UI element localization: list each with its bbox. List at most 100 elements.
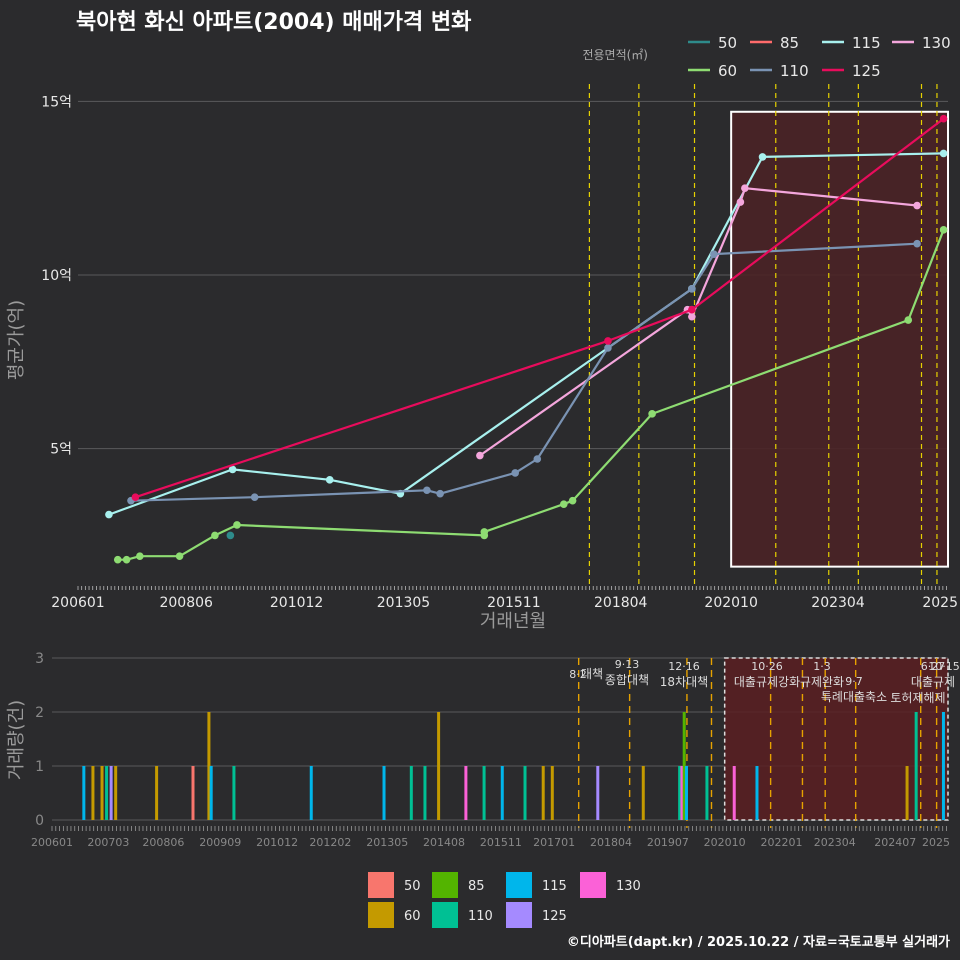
data-point-50: [226, 531, 235, 540]
volume-highlight-box: [723, 657, 949, 821]
series-line-125: [135, 117, 945, 499]
volume-x-tick-label: 200703: [87, 836, 129, 849]
legend-label-115: 115: [852, 34, 881, 52]
highlight-box: [730, 110, 949, 568]
annotation-label: 토허제해제: [890, 691, 945, 705]
volume-bar-110: [232, 766, 236, 820]
volume-bar-115: [755, 766, 759, 820]
data-point-115: [228, 465, 237, 474]
data-point-60: [233, 521, 241, 529]
volume-y-tick-label: 3: [35, 651, 44, 667]
data-point-110: [436, 489, 444, 498]
volume-bar-115: [209, 766, 213, 820]
data-point-60: [136, 552, 144, 561]
volume-bar-60: [100, 766, 104, 820]
legend-label-50: 50: [718, 34, 737, 52]
volume-bar-110: [482, 766, 486, 820]
data-point-130: [476, 451, 484, 460]
footer-credit: ©디아파트(dapt.kr) / 2025.10.22 / 자료=국토교통부 실…: [567, 934, 950, 950]
data-point-60: [904, 316, 913, 324]
annotation-label: 특례대출축소: [821, 690, 887, 704]
volume-bar-60: [155, 766, 159, 820]
volume-bar-60: [641, 766, 645, 820]
data-point-130: [736, 198, 745, 206]
volume-bar-60: [905, 766, 909, 820]
volume-y-tick-label: 1: [35, 759, 44, 775]
y-tick-label: 15억: [41, 94, 72, 110]
x-tick-label: 201511: [487, 595, 540, 611]
data-point-110: [710, 250, 718, 258]
x-tick-label: 200601: [51, 595, 104, 611]
volume-bar-115: [309, 766, 313, 820]
volume-legend-key-125: [506, 902, 532, 928]
x-tick-label: 200806: [159, 595, 213, 611]
volume-bar-60: [207, 712, 211, 820]
volume-legend-key-130: [580, 872, 606, 898]
annotation-date: 6·27: [921, 660, 946, 673]
data-point-130: [688, 312, 696, 321]
volume-x-tick-label: 201907: [647, 836, 689, 849]
volume-bar-115: [382, 766, 386, 820]
volume-x-tick-label: 200601: [31, 836, 73, 849]
volume-legend: 50 85 115 130 60 110 125: [368, 872, 641, 928]
legend-label-60: 60: [718, 62, 737, 80]
annotation-date: 10·26: [751, 660, 783, 673]
volume-bar-110: [105, 766, 109, 820]
data-point-130: [913, 201, 921, 210]
volume-bar-110: [705, 766, 709, 820]
volume-legend-key-85: [432, 872, 458, 898]
annotation-label: 규제완화: [800, 675, 844, 689]
volume-legend-label-115: 115: [542, 879, 567, 894]
volume-x-tick-label: 202010: [704, 836, 746, 849]
legend-label-110: 110: [780, 62, 809, 80]
data-point-60: [175, 552, 184, 561]
annotation-label: 대책: [581, 666, 603, 681]
data-point-115: [758, 153, 767, 161]
volume-bar-115: [82, 766, 86, 820]
data-point-110: [533, 455, 542, 463]
volume-x-tick-label: 202407: [874, 836, 916, 849]
data-point-125: [688, 305, 696, 314]
annotation-date: 10·15: [928, 660, 960, 673]
annotation-label: 종합대책: [605, 672, 649, 687]
data-point-125: [939, 114, 948, 123]
volume-bar-130: [464, 766, 468, 820]
volume-x-tick-label: 201408: [423, 836, 465, 849]
annotation-date: 9·7: [845, 675, 863, 688]
y-tick-label: 5억: [50, 442, 72, 458]
volume-legend-label-110: 110: [468, 909, 493, 924]
data-point-60: [480, 528, 489, 536]
volume-x-tick-label: 201305: [366, 836, 408, 849]
data-point-130: [741, 184, 749, 192]
volume-legend-key-60: [368, 902, 394, 928]
volume-bar-60: [541, 766, 545, 820]
volume-x-tick-label: 201202: [309, 836, 351, 849]
volume-y-axis-title: 거래량(건): [6, 700, 27, 780]
series-50: [226, 531, 235, 540]
data-point-60: [939, 226, 948, 234]
volume-x-tick-label: 202201: [761, 836, 803, 849]
volume-x-tick-label: 2025: [922, 836, 950, 849]
volume-bar-115: [500, 766, 504, 820]
volume-x-tick-label: 200806: [142, 836, 184, 849]
volume-x-tick-label: 201701: [533, 836, 575, 849]
data-point-60: [568, 496, 577, 505]
data-point-60: [122, 555, 131, 564]
legend-label-85: 85: [780, 34, 799, 52]
annotation-label: 대출규제: [911, 675, 955, 689]
volume-bar-110: [423, 766, 427, 820]
annotation-date: 9·13: [615, 658, 640, 671]
volume-bar-125: [596, 766, 600, 820]
data-point-125: [604, 337, 612, 345]
x-axis-title: 거래년월: [480, 611, 546, 632]
volume-x-tick-label: 201012: [256, 836, 298, 849]
volume-bar-130: [680, 766, 684, 820]
x-tick-label: 201012: [270, 595, 323, 611]
x-tick-label: 201804: [594, 595, 648, 611]
series-60: [113, 226, 948, 564]
x-tick-label: 201305: [377, 595, 430, 611]
data-point-125: [131, 493, 140, 501]
volume-bar-85: [682, 712, 686, 820]
